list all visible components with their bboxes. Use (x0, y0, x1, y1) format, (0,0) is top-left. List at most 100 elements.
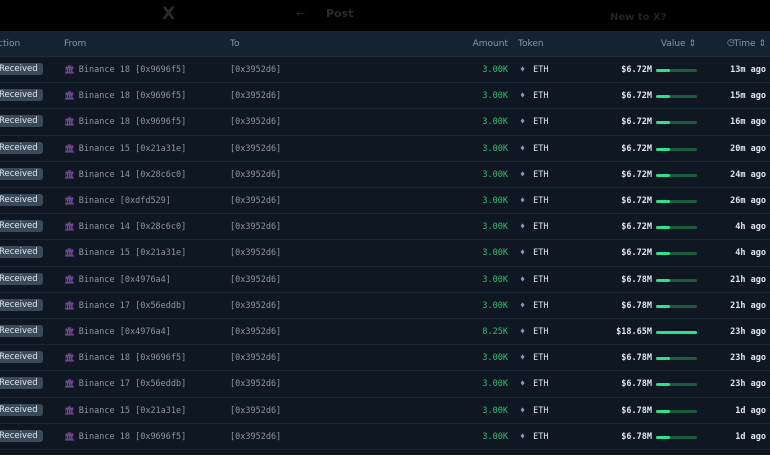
clock-icon: ◷ (727, 38, 735, 48)
eth-icon: ♦ (520, 405, 526, 416)
value: $6.72M (621, 65, 652, 75)
to-address[interactable]: [0x3952d6] (230, 65, 282, 75)
col-from: From (64, 39, 87, 49)
table-row[interactable]: Received 🏛 Binance 17 [0x56eddb] [0x3952d… (0, 371, 770, 398)
bank-icon: 🏛 (64, 353, 75, 364)
from-address[interactable]: 🏛 Binance 14 [0x28c6c0] (64, 169, 187, 180)
from-address[interactable]: 🏛 Binance 15 [0x21a31e] (64, 405, 187, 416)
col-token: Token (518, 39, 544, 49)
from-address[interactable]: 🏛 Binance 18 [0x9696f5] (64, 91, 187, 102)
value: $6.72M (621, 117, 652, 128)
to-address[interactable]: [0x3952d6] (230, 117, 282, 128)
from-address[interactable]: 🏛 Binance 14 [0x28c6c0] (64, 222, 187, 233)
action-badge: Received (0, 220, 43, 233)
value: $6.72M (621, 143, 652, 154)
amount: 3.00K (482, 405, 508, 416)
value-bar (656, 252, 697, 256)
to-address[interactable]: [0x3952d6] (230, 274, 282, 285)
token: ♦ ETH (520, 274, 549, 285)
time: 16m ago (730, 117, 766, 128)
token: ♦ ETH (520, 91, 549, 102)
eth-icon: ♦ (520, 327, 526, 337)
bank-icon: 🏛 (64, 169, 75, 180)
eth-icon: ♦ (520, 117, 526, 128)
amount: 3.00K (482, 353, 508, 364)
amount: 3.00K (482, 169, 508, 180)
value-bar-fill (656, 357, 670, 361)
table-row[interactable]: Received 🏛 Binance [0x4976a4] [0x3952d6] … (0, 267, 770, 293)
table-row[interactable]: Received 🏛 Binance 17 [0x56eddb] [0x3952d… (0, 293, 770, 319)
token: ♦ ETH (520, 327, 549, 337)
token: ♦ ETH (520, 353, 549, 364)
table-row[interactable]: Received 🏛 Binance 18 [0x9696f5] [0x3952d… (0, 424, 770, 450)
time: 21h ago (730, 274, 766, 285)
table-row[interactable]: Received 🏛 Binance [0x4976a4] [0x3952d6] … (0, 319, 770, 346)
from-address[interactable]: 🏛 Binance 18 [0x9696f5] (64, 353, 187, 364)
value-bar-fill (656, 200, 670, 203)
top-bar: X ← Post New to X? (0, 0, 770, 31)
to-address[interactable]: [0x3952d6] (230, 405, 282, 416)
to-address[interactable]: [0x3952d6] (230, 91, 282, 102)
new-to-x-heading: New to X? (610, 12, 667, 23)
value-bar (656, 69, 697, 72)
table-row[interactable]: Received 🏛 Binance 15 [0x21a31e] [0x3952d… (0, 136, 770, 162)
table-row[interactable]: Received 🏛 Binance 14 [0x28c6c0] [0x3952d… (0, 162, 770, 188)
to-address[interactable]: [0x3952d6] (230, 431, 282, 442)
value: $6.72M (621, 169, 652, 180)
time: 4h ago (735, 222, 766, 233)
table-row[interactable]: Received 🏛 Binance 15 [0x21a31e] [0x3952d… (0, 240, 770, 267)
table-row[interactable]: Received 🏛 Binance [0xdfd529] [0x3952d6] … (0, 188, 770, 215)
to-address[interactable]: [0x3952d6] (230, 327, 282, 337)
amount: 8.25K (482, 327, 508, 337)
amount: 3.00K (482, 431, 508, 442)
token: ♦ ETH (520, 65, 549, 75)
value-bar (656, 278, 697, 282)
action-badge: Received (0, 272, 43, 285)
from-address[interactable]: 🏛 Binance 17 [0x56eddb] (64, 300, 187, 311)
to-address[interactable]: [0x3952d6] (230, 143, 282, 154)
to-address[interactable]: [0x3952d6] (230, 353, 282, 364)
to-address[interactable]: [0x3952d6] (230, 196, 282, 206)
from-address[interactable]: 🏛 Binance 15 [0x21a31e] (64, 143, 187, 154)
table-row[interactable]: Received 🏛 Binance 18 [0x9696f5] [0x3952d… (0, 57, 770, 84)
from-address[interactable]: 🏛 Binance 18 [0x9696f5] (64, 117, 187, 128)
table-row[interactable]: Received 🏛 Binance 15 [0x21a31e] [0x3952d… (0, 398, 770, 424)
table-row[interactable]: Received 🏛 Binance 14 [0x28c6c0] [0x3952d… (0, 214, 770, 241)
time: 13m ago (730, 65, 766, 75)
x-logo[interactable]: X (162, 4, 176, 24)
table-row[interactable]: Received 🏛 Binance 18 [0x9696f5] [0x3952d… (0, 83, 770, 110)
token: ♦ ETH (520, 300, 549, 311)
eth-icon: ♦ (520, 169, 526, 180)
to-address[interactable]: [0x3952d6] (230, 300, 282, 311)
to-address[interactable]: [0x3952d6] (230, 222, 282, 233)
action-badge: Received (0, 63, 43, 75)
col-time-sort[interactable]: Time ⇕ (733, 39, 766, 49)
action-badge: Received (0, 403, 43, 416)
value-bar (656, 95, 697, 99)
value: $6.78M (621, 274, 652, 285)
from-address[interactable]: 🏛 Binance 18 [0x9696f5] (64, 65, 187, 75)
col-value-sort[interactable]: Value ⇕ (660, 39, 696, 49)
from-address[interactable]: 🏛 Binance 17 [0x56eddb] (64, 379, 187, 390)
amount: 3.00K (482, 91, 508, 102)
amount: 3.00K (482, 143, 508, 154)
action-badge: Received (0, 115, 43, 128)
from-address[interactable]: 🏛 Binance 18 [0x9696f5] (64, 431, 187, 442)
to-address[interactable]: [0x3952d6] (230, 248, 282, 259)
token: ♦ ETH (520, 222, 549, 233)
to-address[interactable]: [0x3952d6] (230, 379, 282, 390)
table-row[interactable]: Received 🏛 Binance 18 [0x9696f5] [0x3952d… (0, 345, 770, 372)
value: $6.72M (621, 248, 652, 259)
value-bar-fill (656, 278, 670, 282)
eth-icon: ♦ (520, 91, 526, 102)
to-address[interactable]: [0x3952d6] (230, 169, 282, 180)
value: $6.78M (621, 379, 652, 390)
table-row[interactable]: Received 🏛 Binance 18 [0x9696f5] [0x3952d… (0, 109, 770, 136)
from-address[interactable]: 🏛 Binance [0x4976a4] (64, 274, 171, 285)
eth-icon: ♦ (520, 353, 526, 364)
from-address[interactable]: 🏛 Binance 15 [0x21a31e] (64, 248, 187, 259)
back-arrow-icon[interactable]: ← (296, 7, 306, 20)
from-address[interactable]: 🏛 Binance [0xdfd529] (64, 196, 171, 206)
value-bar-fill (656, 226, 670, 230)
from-address[interactable]: 🏛 Binance [0x4976a4] (64, 327, 171, 337)
